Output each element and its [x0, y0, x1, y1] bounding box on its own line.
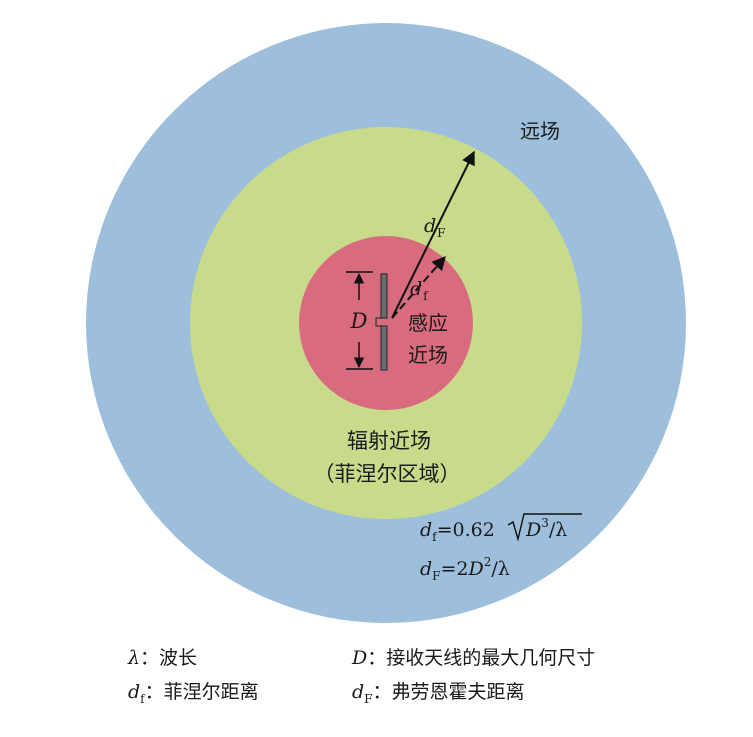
antenna-size-label: D [350, 309, 368, 333]
fresnel-distance-arrow [391, 255, 446, 319]
fraunhofer-distance-label: dF [424, 215, 446, 240]
fresnel-f-subscript: f [423, 289, 429, 303]
reactive-near-field-label-1: 感应 [408, 311, 448, 335]
legend: λ：波长 D：接收天线的最大几何尺寸 df：菲涅尔距离 dF：弗劳恩霍夫距离 [127, 647, 595, 706]
radiating-near-field-label-2: （菲涅尔区域） [314, 462, 461, 486]
legend-lambda: λ：波长 [127, 647, 197, 669]
radiating-near-field-label-1: 辐射近场 [347, 429, 431, 453]
fresnel-formula: df=0.62 D3/λ [420, 513, 582, 544]
far-field-label: 远场 [520, 119, 560, 143]
fraunhofer-F-subscript: F [437, 226, 445, 240]
fraunhofer-distance-arrow [391, 150, 475, 319]
legend-D: D：接收天线的最大几何尺寸 [351, 647, 595, 669]
antenna-size-dimension [346, 271, 373, 370]
svg-text:D3/λ: D3/λ [525, 516, 567, 541]
dipole-antenna-icon [375, 273, 388, 371]
fresnel-distance-label: df [410, 278, 429, 303]
fraunhofer-d-symbol: d [424, 215, 436, 237]
square-root-sign [507, 513, 582, 542]
svg-text:df=0.62: df=0.62 [420, 519, 495, 544]
legend-df: df：菲涅尔距离 [128, 681, 259, 706]
legend-dF: dF：弗劳恩霍夫距离 [352, 681, 525, 706]
svg-text:dF=2D2/λ: dF=2D2/λ [420, 555, 510, 583]
fraunhofer-formula: dF=2D2/λ [420, 555, 510, 583]
reactive-near-field-region [299, 236, 473, 410]
reactive-near-field-label-2: 近场 [408, 343, 448, 367]
fresnel-d-symbol: d [410, 278, 422, 300]
